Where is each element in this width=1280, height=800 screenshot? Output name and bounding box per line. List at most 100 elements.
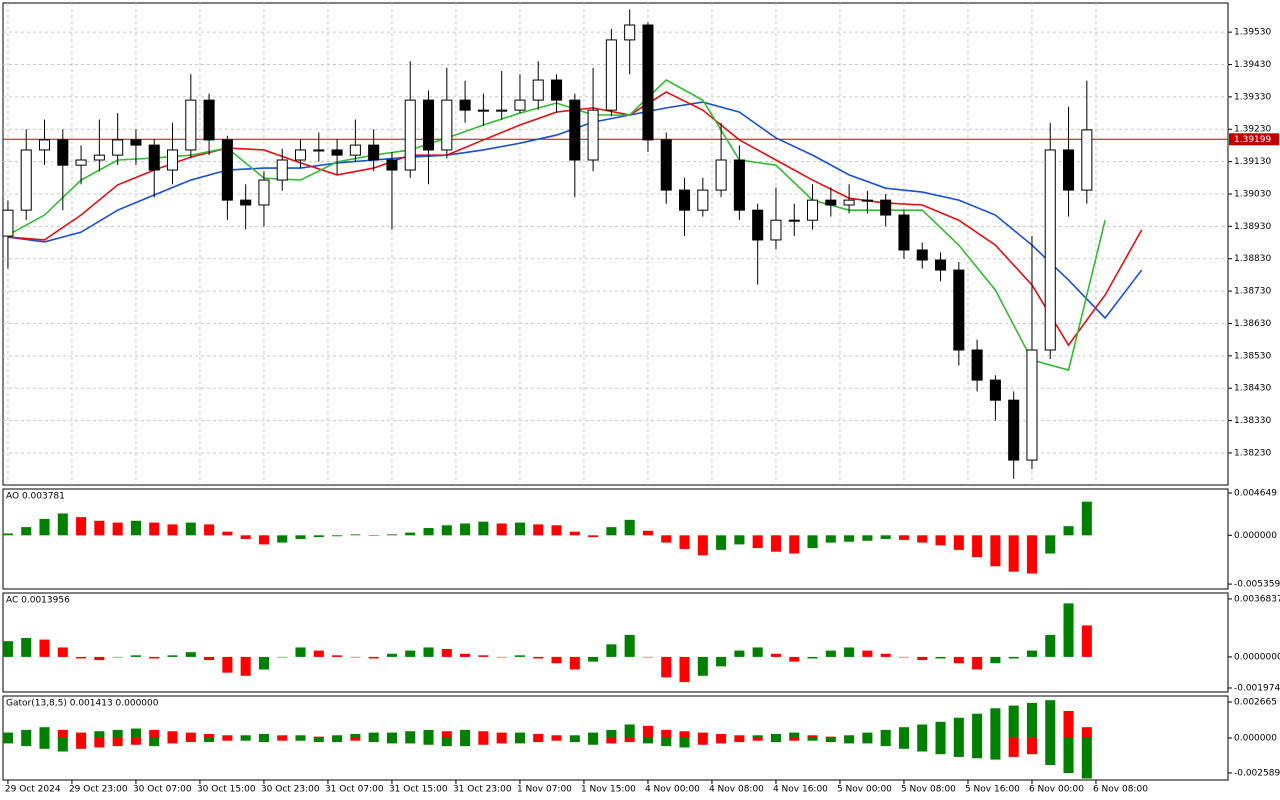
histogram-bar [551,738,562,741]
histogram-bar [1081,738,1092,779]
candle-body [861,199,873,202]
y-tick-label: 1.38430 [1234,384,1271,394]
histogram-bar [496,523,507,536]
histogram-bar [514,655,525,657]
histogram-bar [1045,700,1056,738]
histogram-bar [57,738,68,752]
x-tick-label: 30 Oct 07:00 [133,785,192,795]
histogram-bar [441,649,452,657]
histogram-bar [39,639,50,657]
histogram-bar [533,656,544,659]
histogram-bar [972,656,983,670]
histogram-bar [953,656,964,664]
candle-body [2,209,14,237]
candle-body [240,199,252,206]
histogram-bar [697,535,708,556]
y-tick-label: 1.38830 [1234,254,1271,264]
histogram-bar [679,738,690,748]
histogram-bar [588,738,599,745]
current-price-label: 1.39199 [1234,135,1271,145]
histogram-bar [514,738,525,744]
histogram-bar [332,735,343,738]
histogram-bar [588,656,599,662]
histogram-bar [313,736,324,738]
histogram-bar [935,738,946,755]
histogram-bar [807,735,818,738]
histogram-bar [862,732,873,738]
histogram-bar [112,729,123,738]
histogram-bar [880,653,891,657]
histogram-bar [167,738,178,744]
histogram-bar [386,738,397,744]
histogram-bar [2,533,13,536]
histogram-bar [1063,526,1074,536]
histogram-bar [332,738,343,743]
histogram-bar [94,731,105,738]
histogram-bar [716,656,727,667]
histogram-bar [825,738,836,743]
histogram-bar [953,738,964,757]
histogram-bar [112,522,123,536]
histogram-bar [642,738,653,744]
histogram-bar [807,738,818,741]
histogram-bar [39,727,50,738]
histogram-bar [661,738,672,747]
histogram-bar [21,729,32,738]
histogram-bar [258,535,269,545]
histogram-bar [880,738,891,747]
histogram-bar [295,535,306,539]
histogram-bar [752,738,763,741]
candle-body [898,214,910,251]
histogram-bar [679,656,690,683]
histogram-bar [514,522,525,536]
x-tick-label: 4 Nov 00:00 [645,785,700,795]
y-tick-label: 0.004649 [1234,489,1277,499]
candle-body [185,99,197,151]
histogram-bar [258,738,269,743]
histogram-bar [240,535,251,539]
histogram-bar [606,527,617,536]
histogram-bar [770,653,781,657]
candle-body [112,139,124,156]
histogram-bar [514,732,525,738]
histogram-bar [551,735,562,738]
candle-body [807,199,819,221]
histogram-bar [953,717,964,738]
histogram-bar [551,525,562,536]
histogram-bar [2,641,13,657]
histogram-bar [185,732,196,738]
histogram-bar [460,738,471,747]
histogram-bar [935,721,946,738]
histogram-bar [624,519,635,536]
histogram-bar [405,532,416,536]
candle-body [642,24,654,141]
histogram-bar [917,656,928,661]
histogram-bar [460,653,471,657]
y-tick-label: 1.39230 [1234,125,1271,135]
histogram-bar [569,531,580,536]
x-tick-label: 29 Oct 23:00 [69,785,128,795]
histogram-bar [1008,656,1019,659]
histogram-bar [478,738,489,745]
histogram-bar [368,738,379,743]
histogram-bar [716,733,727,738]
x-tick-label: 5 Nov 16:00 [965,785,1020,795]
candle-body [331,149,343,156]
histogram-bar [149,522,160,536]
histogram-bar [130,728,141,738]
histogram-bar [277,535,288,543]
histogram-bar [588,732,599,738]
pane-label: AC 0.0013956 [6,596,70,606]
histogram-bar [258,656,269,670]
candle-body [624,24,636,41]
histogram-bar [972,738,983,759]
histogram-bar [807,535,818,549]
histogram-bar [350,733,361,738]
candle-body [20,149,32,211]
candle-body [368,144,380,161]
candle-body [38,139,51,151]
y-tick-label: 0.002665 [1234,698,1277,708]
candle-body [130,139,142,146]
histogram-bar [386,534,397,536]
histogram-bar [679,535,690,549]
